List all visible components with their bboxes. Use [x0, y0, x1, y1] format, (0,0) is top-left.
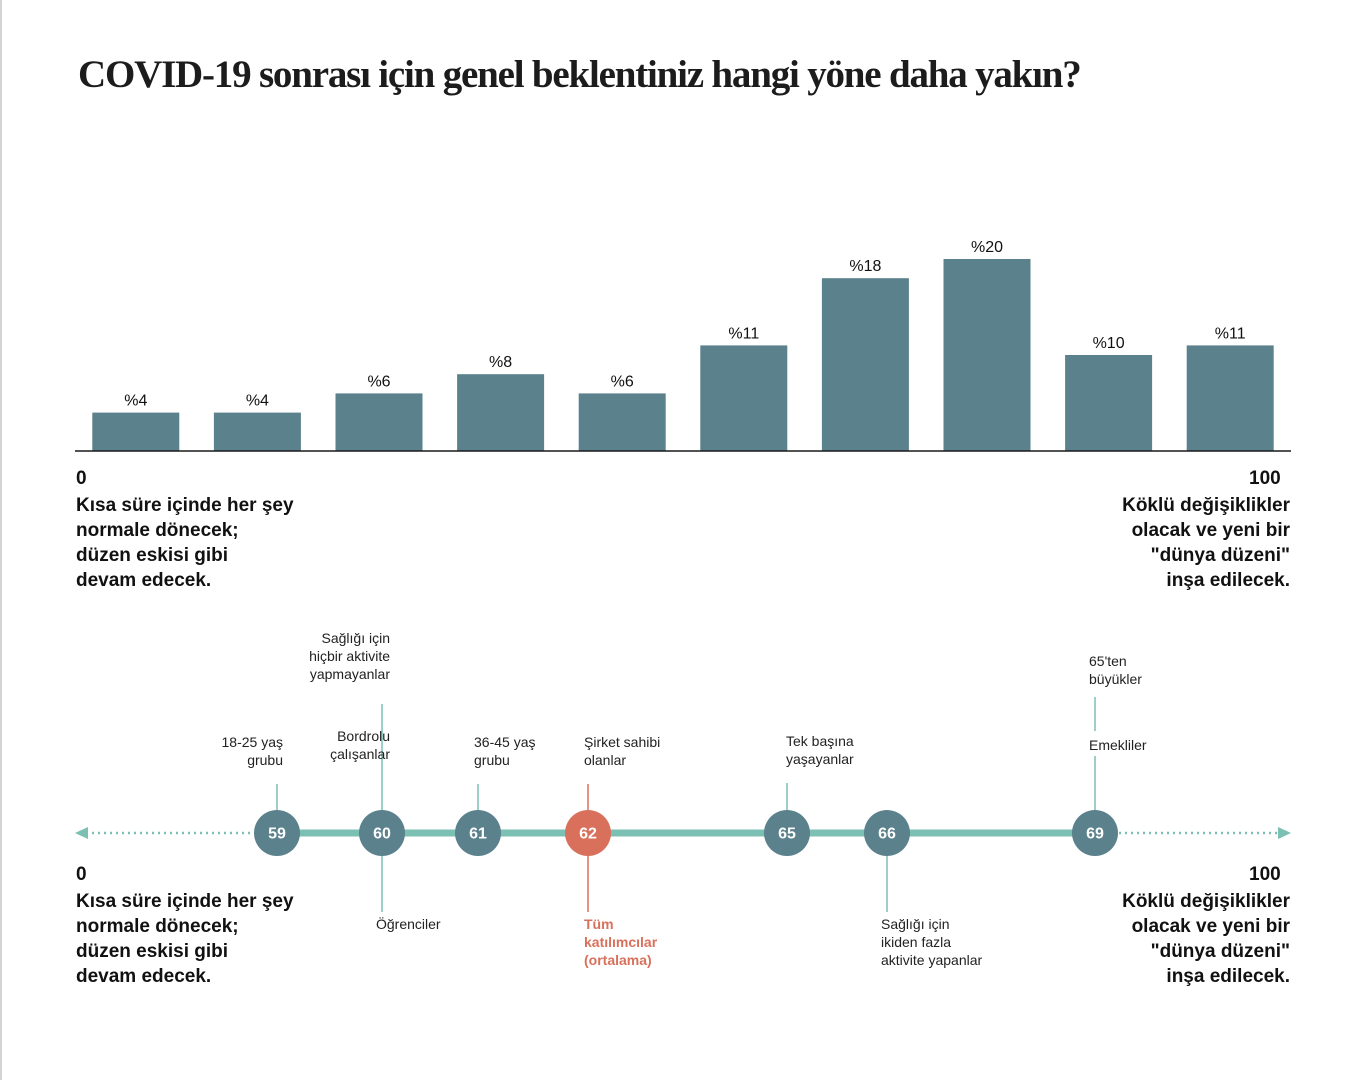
timeline-node: [254, 810, 300, 856]
label-no-activity: Sağlığı için hiçbir aktivite yapmayanlar: [309, 630, 390, 682]
right-desc-line: "dünya düzeni": [1150, 941, 1290, 962]
bar: [335, 393, 423, 451]
left-desc-line: normale dönecek;: [76, 916, 239, 937]
bar-scale-min: 0: [76, 468, 87, 489]
timeline-node-value: 66: [878, 826, 896, 843]
bar: [92, 412, 180, 451]
chart-title: COVID-19 sonrası için genel beklentiniz …: [78, 53, 1082, 96]
timeline-node: [1072, 810, 1118, 856]
bar-value-label: %10: [1093, 335, 1125, 352]
bar-value-label: %4: [246, 393, 269, 410]
timeline-node-value: 65: [778, 826, 796, 843]
timeline-node: [359, 810, 405, 856]
left-desc-line: düzen eskisi gibi: [76, 545, 229, 566]
bar: [821, 278, 909, 451]
bar-left-description: Kısa süre içinde her şey normale dönecek…: [76, 493, 294, 593]
timeline-left-description: Kısa süre içinde her şey normale dönecek…: [76, 889, 294, 989]
bar: [578, 393, 666, 451]
right-desc-line: Köklü değişiklikler: [1122, 495, 1290, 516]
right-desc-line: Köklü değişiklikler: [1122, 891, 1290, 912]
left-desc-line: devam edecek.: [76, 966, 212, 987]
label-business-owners: Şirket sahibi olanlar: [584, 734, 661, 768]
label-18-25: 18-25 yaş grubu: [221, 734, 283, 768]
label-over-65: 65'ten büyükler: [1089, 653, 1142, 687]
bar: [213, 412, 301, 451]
bar-value-label: %11: [728, 325, 759, 342]
bar-value-label: %8: [489, 354, 512, 371]
label-salaried: Bordrolu çalışanlar: [330, 728, 390, 762]
timeline-right-description: Köklü değişiklikler olacak ve yeni bir "…: [1122, 889, 1290, 989]
timeline-node-value: 60: [373, 826, 391, 843]
label-living-alone: Tek başına yaşayanlar: [786, 733, 854, 767]
bar: [457, 374, 545, 451]
bar: [700, 345, 788, 451]
left-desc-line: normale dönecek;: [76, 520, 239, 541]
right-desc-line: "dünya düzeni": [1150, 545, 1290, 566]
bar-value-label: %20: [971, 239, 1003, 256]
timeline-node-value: 62: [579, 826, 597, 843]
left-desc-line: devam edecek.: [76, 570, 212, 591]
bar: [1186, 345, 1274, 451]
timeline-node: [764, 810, 810, 856]
bar-value-label: %4: [124, 393, 147, 410]
label-retired: Emekliler: [1089, 737, 1147, 753]
bar: [1065, 355, 1153, 451]
bar-value-label: %6: [611, 373, 634, 390]
right-desc-line: olacak ve yeni bir: [1131, 520, 1290, 541]
label-36-45: 36-45 yaş grubu: [474, 734, 536, 768]
timeline-node-value: 61: [469, 826, 487, 843]
label-all-participants: Tüm katılımcılar (ortalama): [584, 916, 658, 968]
timeline-scale-min: 0: [76, 864, 87, 885]
arrow-right-icon: [1278, 827, 1291, 839]
bar-value-label: %6: [367, 373, 390, 390]
timeline-node: [455, 810, 501, 856]
arrow-left-icon: [75, 827, 88, 839]
timeline-scale-max: 100: [1249, 864, 1281, 885]
timeline-node: [864, 810, 910, 856]
bar: [943, 259, 1031, 451]
bar-value-label: %11: [1215, 325, 1246, 342]
right-desc-line: olacak ve yeni bir: [1131, 916, 1290, 937]
left-desc-line: Kısa süre içinde her şey: [76, 891, 294, 912]
left-desc-line: düzen eskisi gibi: [76, 941, 229, 962]
right-desc-line: inşa edilecek.: [1166, 966, 1290, 987]
label-students: Öğrenciler: [376, 916, 441, 932]
timeline-node-value: 59: [268, 826, 286, 843]
right-desc-line: inşa edilecek.: [1166, 570, 1290, 591]
left-desc-line: Kısa süre içinde her şey: [76, 495, 294, 516]
timeline-node: [565, 810, 611, 856]
timeline-node-value: 69: [1086, 826, 1104, 843]
bar-scale-max: 100: [1249, 468, 1281, 489]
label-active-people: Sağlığı için ikiden fazla aktivite yapan…: [881, 916, 983, 968]
bar-right-description: Köklü değişiklikler olacak ve yeni bir "…: [1122, 493, 1290, 593]
bar-value-label: %18: [849, 258, 881, 275]
left-border: [0, 0, 2, 1080]
